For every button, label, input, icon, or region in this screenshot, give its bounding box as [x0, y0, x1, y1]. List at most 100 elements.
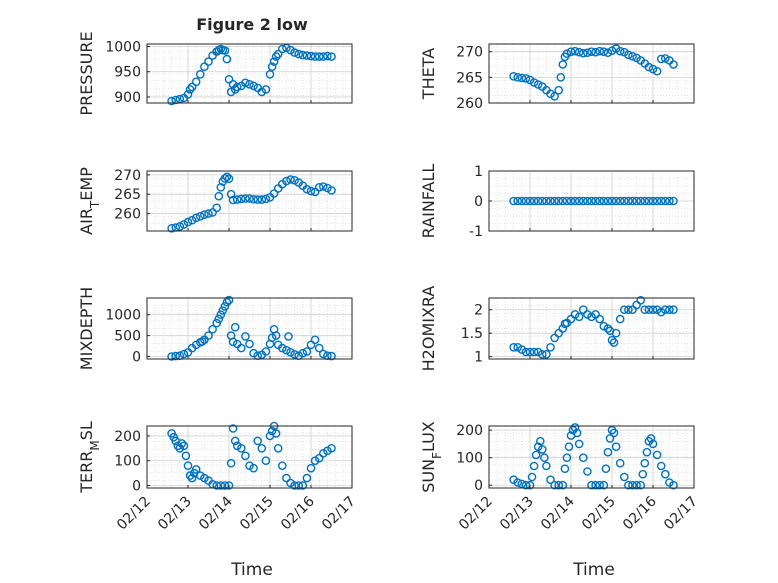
data-point: [611, 328, 621, 338]
data-point: [302, 347, 312, 356]
data-point: [533, 80, 543, 89]
data-point: [591, 196, 600, 206]
data-point: [624, 480, 633, 490]
data-point: [636, 295, 646, 305]
data-point: [620, 196, 629, 206]
data-point: [642, 447, 652, 457]
data-point: [298, 348, 308, 358]
data-point: [640, 305, 650, 315]
data-point: [546, 342, 555, 352]
data-point: [261, 456, 271, 466]
data-point: [628, 196, 637, 206]
y-tick-label: 1: [474, 164, 483, 180]
data-point: [564, 442, 574, 452]
data-point: [216, 481, 226, 490]
data-point: [290, 350, 299, 359]
data-point: [554, 480, 564, 490]
x-tick-label: 02/14: [538, 493, 578, 533]
subplot-5: 1 1.5 2 H2OMIXRA: [419, 286, 695, 372]
data-point: [599, 196, 609, 206]
y-axis-label: H2OMIXRA: [419, 286, 438, 372]
data-point: [636, 196, 646, 206]
data-point: [615, 46, 625, 56]
data-point: [204, 331, 213, 340]
data-point: [327, 443, 336, 453]
data-point: [175, 222, 185, 231]
data-point: [574, 312, 584, 322]
data-point: [636, 480, 646, 490]
data-point: [318, 182, 328, 191]
data-point: [509, 72, 518, 81]
data-point: [538, 445, 547, 454]
data-point: [224, 174, 234, 183]
y-tick-label: 270: [114, 168, 141, 184]
data-point: [314, 343, 324, 353]
data-point: [609, 428, 619, 438]
data-point: [599, 480, 609, 490]
data-point: [177, 439, 187, 448]
data-point: [583, 196, 592, 206]
data-point: [269, 189, 279, 198]
data-point: [517, 73, 527, 83]
data-point: [599, 321, 609, 331]
data-point: [230, 322, 240, 332]
data-point: [603, 48, 613, 58]
data-point: [652, 196, 662, 206]
data-point: [595, 480, 605, 490]
data-point: [286, 347, 295, 357]
data-point: [249, 194, 258, 204]
y-tick-label: 950: [114, 65, 141, 81]
data-point: [587, 196, 596, 206]
data-point: [298, 481, 308, 490]
y-tick-label: 265: [114, 187, 141, 203]
data-point: [216, 182, 226, 192]
data-point: [517, 196, 527, 206]
y-tick-label: 0: [474, 194, 483, 210]
data-point: [554, 85, 564, 95]
data-point: [191, 213, 201, 223]
x-tick-label: 02/12: [456, 494, 496, 534]
data-point: [628, 52, 637, 61]
data-point: [620, 472, 629, 482]
data-point: [546, 196, 555, 206]
axes-box: [146, 297, 353, 360]
data-point: [220, 481, 230, 490]
data-point: [171, 95, 180, 105]
data-point: [533, 347, 543, 357]
data-point: [648, 64, 658, 74]
data-point: [513, 196, 523, 206]
data-point: [536, 436, 545, 446]
data-point: [572, 428, 582, 438]
data-point: [294, 481, 304, 490]
data-point: [669, 196, 678, 206]
data-point: [570, 46, 580, 56]
data-point: [607, 335, 617, 345]
y-tick-label: 1000: [105, 40, 141, 56]
data-point: [271, 331, 281, 340]
data-point: [286, 175, 295, 184]
data-point: [558, 60, 568, 69]
data-point: [529, 78, 539, 87]
data-point: [652, 450, 662, 460]
data-point: [236, 443, 246, 453]
data-point: [513, 73, 523, 82]
figure-title: Figure 2 low: [196, 15, 308, 34]
data-point: [261, 85, 271, 94]
data-point: [273, 443, 283, 453]
data-point: [302, 51, 312, 60]
data-point: [656, 54, 666, 64]
subplot-6: 0 100 200 TERRMSL 02/12 02/13 02/14 02/15 02/16 0…: [77, 421, 359, 533]
data-point: [306, 340, 316, 350]
subplot-4: 0 500 1000 MIXDEPTH: [77, 287, 353, 370]
data-point: [241, 332, 250, 341]
data-point: [314, 453, 324, 463]
data-point: [540, 453, 549, 463]
axes-box: [488, 425, 695, 489]
data-point: [310, 335, 320, 345]
data-point: [179, 441, 189, 451]
data-point: [529, 347, 539, 357]
data-point: [212, 203, 221, 213]
data-point: [261, 347, 271, 356]
data-point: [513, 342, 523, 352]
data-point: [323, 51, 332, 61]
